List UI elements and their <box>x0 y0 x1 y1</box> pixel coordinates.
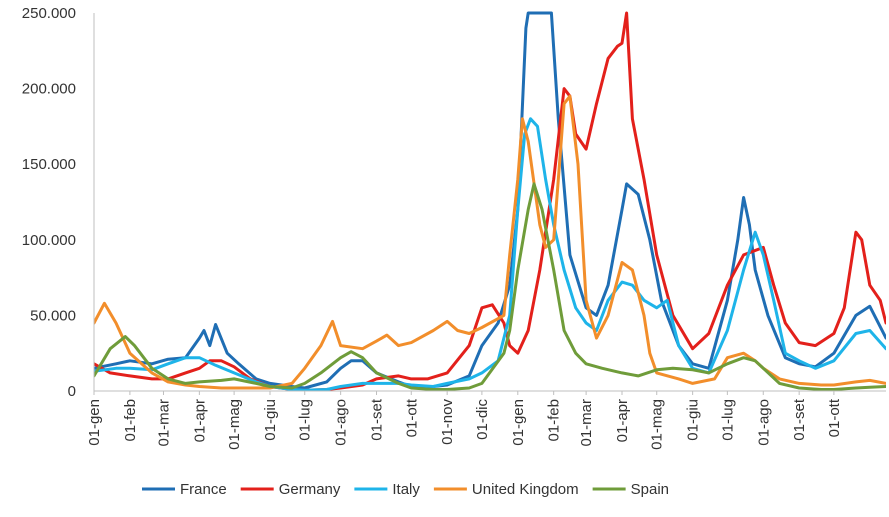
legend-label-4: Spain <box>631 481 669 498</box>
y-tick-label: 150.000 <box>22 156 76 173</box>
x-tick-label: 01-mag <box>226 399 243 450</box>
x-tick-label: 01-feb <box>546 399 563 442</box>
x-tick-label: 01-ago <box>755 399 772 446</box>
y-tick-label: 100.000 <box>22 232 76 249</box>
legend-label-3: United Kingdom <box>472 481 579 498</box>
x-tick-label: 01-gen <box>510 399 527 446</box>
x-tick-labels: 01-gen 01-feb 01-mar 01-apr 01-mag 01-giu 01-l… <box>86 391 843 450</box>
x-tick-label: 01-feb <box>122 399 139 442</box>
x-tick-label: 01-giu <box>685 399 702 441</box>
series-line-4 <box>94 182 886 391</box>
legend-label-0: France <box>180 481 227 498</box>
legend-label-2: Italy <box>392 481 420 498</box>
y-tick-label: 200.000 <box>22 81 76 98</box>
x-tick-label: 01-gen <box>86 399 103 446</box>
y-tick-labels: 0 50.000 100.000 150.000 200.000 250.000 <box>22 5 76 400</box>
x-tick-label: 01-apr <box>614 399 631 442</box>
x-tick-label: 01-ott <box>403 398 420 437</box>
legend: France Germany Italy United Kingdom Spain <box>142 481 669 498</box>
x-tick-label: 01-mag <box>649 399 666 450</box>
plot-lines <box>94 11 886 391</box>
x-tick-label: 01-mar <box>578 399 595 447</box>
x-tick-label: 01-giu <box>262 399 279 441</box>
x-tick-label: 01-apr <box>191 399 208 442</box>
axes <box>93 13 886 392</box>
x-tick-label: 01-set <box>791 398 808 441</box>
x-tick-label: 01-lug <box>297 399 314 441</box>
series-line-2 <box>94 117 886 391</box>
x-tick-label: 01-dic <box>474 399 491 440</box>
series-line-0 <box>94 11 886 390</box>
x-tick-label: 01-lug <box>719 399 736 441</box>
y-tick-label: 250.000 <box>22 5 76 22</box>
x-tick-label: 01-set <box>369 398 386 441</box>
legend-label-1: Germany <box>279 481 341 498</box>
x-tick-label: 01-ago <box>333 399 350 446</box>
x-tick-label: 01-mar <box>156 399 173 447</box>
series-line-3 <box>94 94 886 390</box>
x-tick-label: 01-ott <box>826 398 843 437</box>
x-tick-label: 01-nov <box>439 399 456 445</box>
y-tick-label: 0 <box>68 383 76 400</box>
y-tick-label: 50.000 <box>30 307 76 324</box>
